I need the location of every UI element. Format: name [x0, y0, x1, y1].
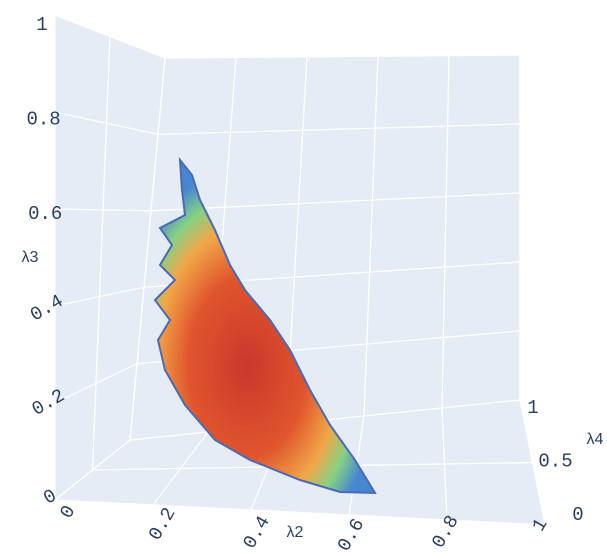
z-tick-label: 1 — [36, 14, 47, 36]
grid-line — [129, 57, 166, 441]
z-tick-label: 0.8 — [26, 108, 60, 130]
left-wall — [55, 15, 165, 500]
y-tick-label: 0.5 — [538, 451, 572, 473]
surface — [153, 156, 377, 495]
grid-line — [91, 36, 111, 471]
grid-line — [363, 56, 379, 417]
grid-line — [157, 123, 521, 136]
grid-line — [150, 192, 521, 212]
x-tick-label: 0 — [56, 502, 81, 523]
grid-line — [54, 499, 546, 526]
x-tick-label: 0.2 — [144, 504, 180, 545]
x-axis-label: λ2 — [287, 524, 304, 541]
z-axis-label: λ3 — [22, 249, 39, 266]
x-tick-label: 0.6 — [333, 515, 369, 554]
y-axis-label: λ4 — [587, 431, 604, 448]
z-tick-label: 0.6 — [28, 203, 62, 225]
y-tick-label: 1 — [527, 397, 538, 419]
x-tick-label: 0.4 — [239, 512, 275, 553]
grid-line — [164, 54, 521, 59]
grid-line — [441, 55, 450, 409]
y-tick-label: 0 — [572, 504, 583, 526]
